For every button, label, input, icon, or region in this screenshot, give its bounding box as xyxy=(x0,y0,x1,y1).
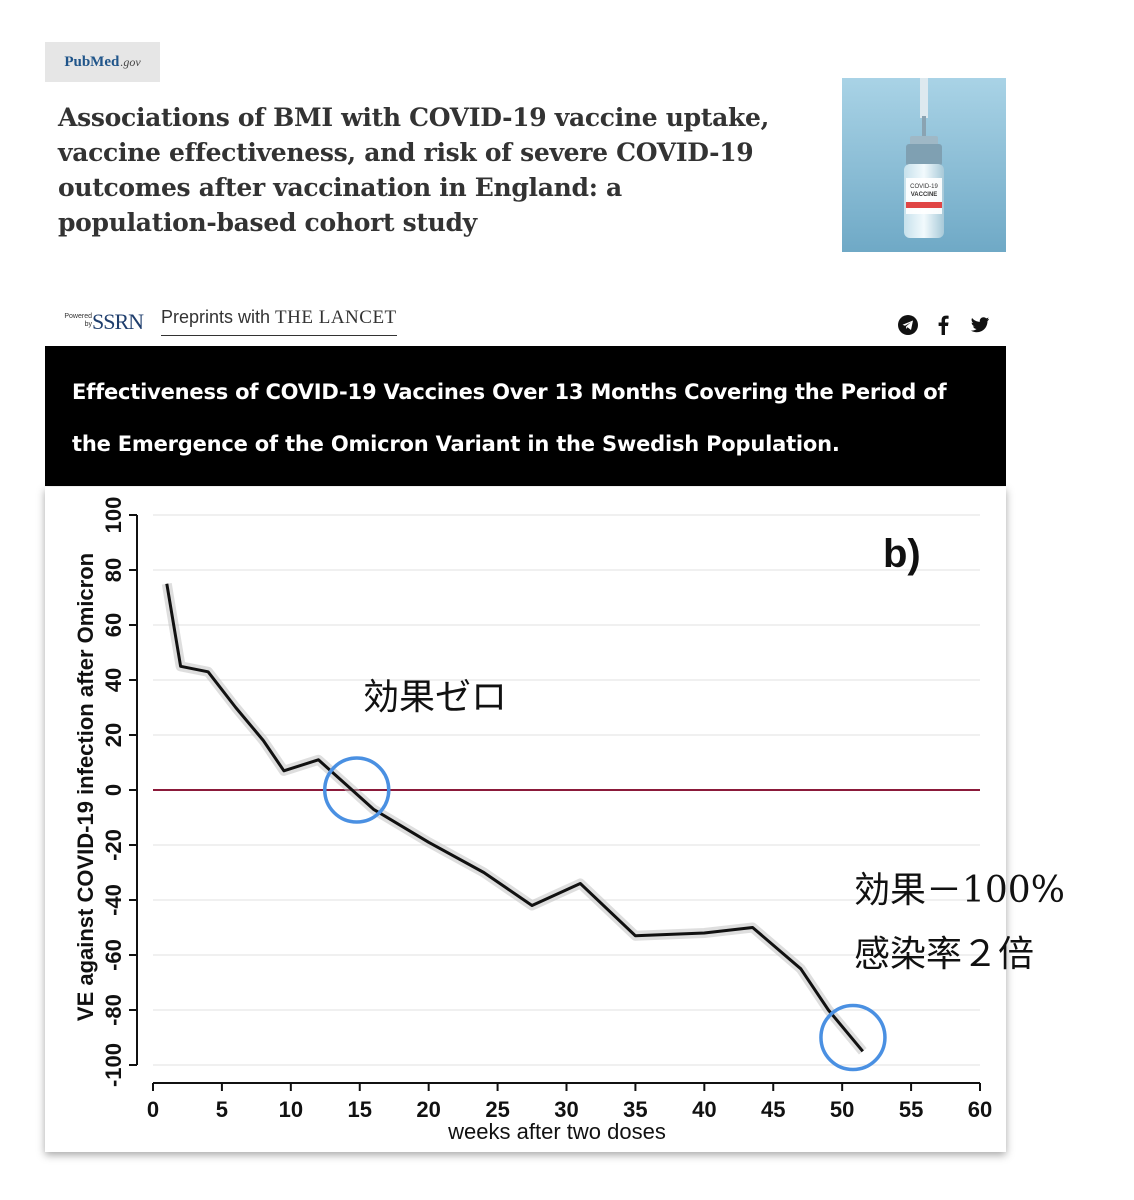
x-tick-label: 25 xyxy=(485,1097,509,1122)
y-tick-label: -100 xyxy=(101,1043,126,1087)
highlight-circles xyxy=(323,756,887,1072)
lancet-preprints-link[interactable]: Preprints with THE LANCET xyxy=(161,307,397,336)
highlight-circle xyxy=(323,756,391,824)
pubmed-logo[interactable]: PubMed .gov xyxy=(45,42,160,82)
x-tick-label: 50 xyxy=(830,1097,854,1122)
preprint-title[interactable]: Effectiveness of COVID-19 Vaccines Over … xyxy=(72,380,947,456)
ve-chart-svg: 0 5 10 15 20 25 30 35 40 45 50 55 60 -100 -80 -60 -40 -2… xyxy=(45,487,1006,1152)
x-tick-label: 10 xyxy=(279,1097,303,1122)
y-tick-label: -80 xyxy=(101,994,126,1026)
x-tick-label: 60 xyxy=(968,1097,992,1122)
pubmed-logo-gov: .gov xyxy=(120,54,141,69)
zero-effect-note: 効果ゼロ xyxy=(363,677,507,718)
series-layer xyxy=(161,582,867,1055)
x-tick-label: 35 xyxy=(623,1097,647,1122)
ve-chart: 0 5 10 15 20 25 30 35 40 45 50 55 60 -100 -80 -60 -40 -2… xyxy=(45,487,1006,1152)
series-line-ve xyxy=(165,583,864,1053)
y-tick-label: 100 xyxy=(101,497,126,534)
x-tick-label: 15 xyxy=(348,1097,372,1122)
x-axis-title: weeks after two doses xyxy=(447,1119,666,1144)
pubmed-logo-text: PubMed xyxy=(64,53,120,70)
share-icons xyxy=(898,315,990,335)
x-tick-labels: 0 5 10 15 20 25 30 35 40 45 50 55 60 xyxy=(147,1097,992,1122)
x-tick-label: 20 xyxy=(416,1097,440,1122)
y-tick-label: 40 xyxy=(101,668,126,692)
axes xyxy=(129,514,981,1091)
ssrn-header: Powered by SSRN Preprints with THE LANCE… xyxy=(56,305,1006,345)
y-tick-label: -40 xyxy=(101,884,126,916)
telegram-icon[interactable] xyxy=(898,315,918,335)
y-tick-label: 0 xyxy=(101,784,126,796)
ssrn-powered-text: Powered by xyxy=(64,313,92,328)
y-tick-label: 60 xyxy=(101,613,126,637)
article-title[interactable]: Associations of BMI with COVID-19 vaccin… xyxy=(58,103,770,237)
x-tick-label: 0 xyxy=(147,1097,159,1122)
facebook-icon[interactable] xyxy=(934,315,954,335)
preprints-text: Preprints with xyxy=(161,307,276,327)
highlight-circle xyxy=(819,1003,887,1072)
x-tick-label: 45 xyxy=(761,1097,785,1122)
preprint-title-banner: Effectiveness of COVID-19 Vaccines Over … xyxy=(45,346,1006,486)
y-tick-labels: -100 -80 -60 -40 -20 0 20 40 60 80 100 xyxy=(101,497,126,1087)
x-tick-label: 55 xyxy=(899,1097,923,1122)
x-tick-label: 5 xyxy=(216,1097,228,1122)
panel-label: b) xyxy=(883,532,921,576)
vaccine-image: COVID-19 VACCINE xyxy=(842,78,1006,252)
y-tick-label: -60 xyxy=(101,939,126,971)
x-tick-label: 30 xyxy=(554,1097,578,1122)
x-tick-label: 40 xyxy=(692,1097,716,1122)
lancet-name: THE LANCET xyxy=(275,307,397,328)
y-tick-label: 80 xyxy=(101,558,126,582)
vaccine-label-line1: COVID-19 xyxy=(910,184,938,190)
vaccine-label-line2: VACCINE xyxy=(911,192,938,198)
ssrn-mark: SSRN xyxy=(92,309,144,334)
twitter-icon[interactable] xyxy=(970,315,990,335)
y-tick-label: -20 xyxy=(101,829,126,861)
y-axis-title: VE against COVID-19 infection after Omic… xyxy=(73,553,98,1021)
y-tick-label: 20 xyxy=(101,723,126,747)
